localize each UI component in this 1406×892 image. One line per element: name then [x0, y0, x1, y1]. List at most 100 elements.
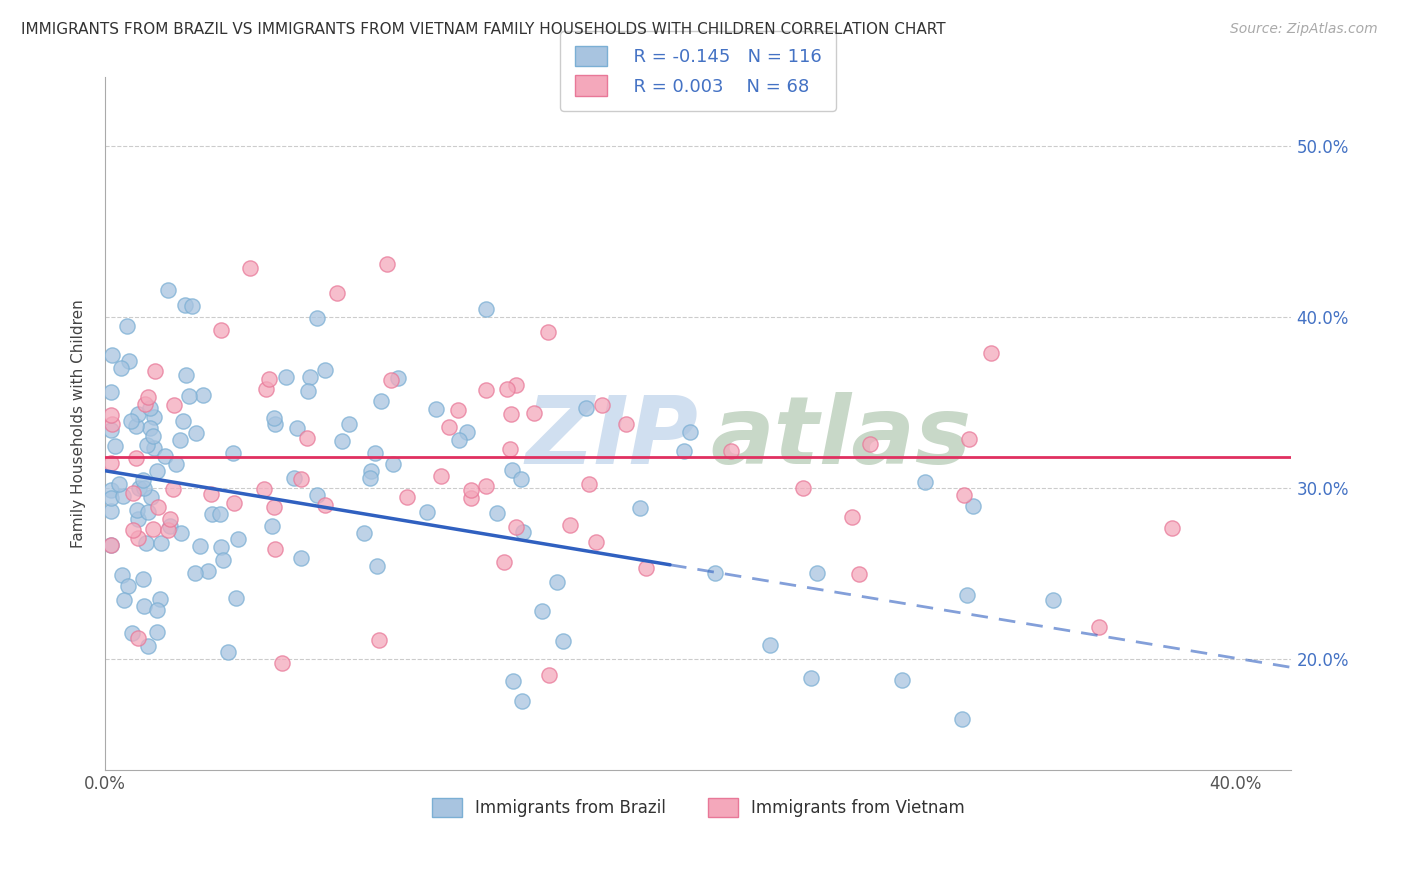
Point [100, 456, 122, 470]
Point [131, 572, 153, 586]
Point [290, 550, 312, 565]
Point [136, 438, 159, 452]
Point [290, 472, 312, 486]
Point [127, 503, 149, 517]
Point [456, 425, 478, 439]
Point [858, 437, 880, 451]
Point [678, 425, 700, 440]
Point [262, 518, 284, 533]
Point [337, 417, 360, 431]
Point [956, 589, 979, 603]
Point [914, 475, 936, 490]
Point [146, 625, 169, 640]
Point [146, 500, 169, 514]
Point [585, 535, 607, 549]
Point [254, 382, 277, 396]
Point [263, 410, 285, 425]
Point [239, 260, 262, 275]
Point [121, 625, 143, 640]
Point [127, 632, 149, 646]
Point [551, 634, 574, 648]
Point [271, 656, 294, 670]
Point [485, 506, 508, 520]
Point [169, 434, 191, 448]
Text: IMMIGRANTS FROM BRAZIL VS IMMIGRANTS FROM VIETNAM FAMILY HOUSEHOLDS WITH CHILDRE: IMMIGRANTS FROM BRAZIL VS IMMIGRANTS FRO… [21, 22, 946, 37]
Point [104, 439, 127, 453]
Point [578, 477, 600, 491]
Point [159, 512, 181, 526]
Point [174, 298, 197, 312]
Point [298, 370, 321, 384]
Point [546, 575, 568, 590]
Point [276, 370, 298, 384]
Point [101, 417, 124, 431]
Point [375, 257, 398, 271]
Point [138, 390, 160, 404]
Point [703, 566, 725, 580]
Point [165, 458, 187, 472]
Point [121, 486, 143, 500]
Point [363, 446, 385, 460]
Point [197, 564, 219, 578]
Point [127, 512, 149, 526]
Point [523, 406, 546, 420]
Point [142, 429, 165, 443]
Text: atlas: atlas [710, 392, 972, 483]
Legend: Immigrants from Brazil, Immigrants from Vietnam: Immigrants from Brazil, Immigrants from … [425, 791, 972, 824]
Point [505, 377, 527, 392]
Point [1042, 593, 1064, 607]
Point [430, 469, 453, 483]
Point [494, 555, 516, 569]
Point [425, 401, 447, 416]
Point [100, 504, 122, 518]
Point [381, 457, 404, 471]
Point [380, 373, 402, 387]
Point [162, 482, 184, 496]
Point [538, 668, 561, 682]
Point [184, 425, 207, 440]
Point [174, 368, 197, 382]
Point [368, 633, 391, 648]
Point [179, 389, 201, 403]
Point [200, 486, 222, 500]
Point [305, 311, 328, 326]
Point [100, 423, 122, 437]
Point [297, 431, 319, 445]
Point [118, 353, 141, 368]
Point [101, 348, 124, 362]
Point [132, 473, 155, 487]
Point [449, 433, 471, 447]
Point [172, 413, 194, 427]
Point [110, 361, 132, 376]
Point [474, 301, 496, 316]
Point [263, 500, 285, 515]
Point [475, 383, 498, 397]
Point [447, 402, 470, 417]
Point [591, 398, 613, 412]
Point [848, 566, 870, 581]
Point [460, 491, 482, 505]
Point [512, 524, 534, 539]
Point [115, 318, 138, 333]
Point [217, 645, 239, 659]
Point [100, 408, 122, 422]
Point [127, 531, 149, 545]
Point [157, 283, 180, 297]
Point [143, 410, 166, 425]
Point [499, 442, 522, 457]
Point [437, 420, 460, 434]
Point [112, 593, 135, 607]
Point [100, 538, 122, 552]
Point [360, 464, 382, 478]
Point [226, 532, 249, 546]
Point [353, 526, 375, 541]
Point [253, 482, 276, 496]
Point [575, 401, 598, 416]
Point [759, 638, 782, 652]
Point [841, 510, 863, 524]
Point [614, 417, 637, 431]
Point [100, 491, 122, 505]
Point [136, 639, 159, 653]
Point [387, 371, 409, 385]
Point [502, 673, 524, 688]
